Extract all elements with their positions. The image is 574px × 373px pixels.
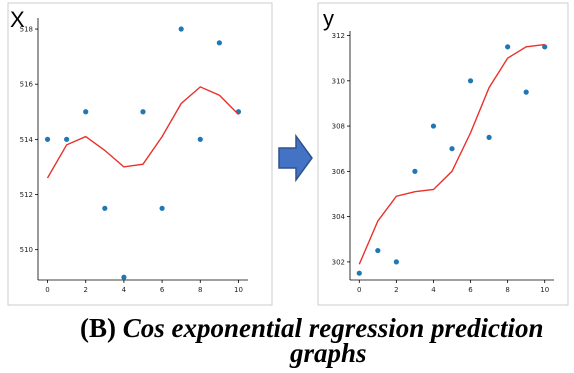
left-data-point: [197, 136, 203, 142]
right-x-tick-label: 10: [540, 286, 549, 294]
right-data-point: [393, 259, 399, 265]
right-x-tick-label: 8: [505, 286, 509, 294]
caption-text-2: graphs: [290, 338, 367, 368]
right-data-point: [449, 146, 455, 152]
left-x-tick-label: 6: [160, 286, 165, 294]
left-x-tick-label: 8: [198, 286, 202, 294]
right-chart: y 302 304 306 308 310 312 0 2 4 6 8 10: [323, 6, 554, 294]
left-chart-title: X: [10, 7, 25, 32]
right-y-tick-label: 312: [332, 32, 345, 40]
right-data-point: [356, 270, 362, 276]
left-x-tick-label: 10: [234, 286, 243, 294]
right-regression-line: [358, 43, 545, 265]
right-x-tick-label: 4: [431, 286, 436, 294]
right-data-point: [430, 123, 437, 129]
left-data-point: [121, 274, 127, 280]
right-y-tick-label: 308: [332, 123, 345, 131]
left-data-point: [178, 26, 184, 32]
left-data-point: [102, 205, 108, 211]
right-data-point: [375, 247, 381, 254]
right-y-tick-label: 302: [332, 258, 345, 266]
right-data-point: [523, 89, 529, 95]
left-data-point: [140, 109, 146, 115]
left-data-point: [44, 136, 51, 142]
left-y-tick-label: 518: [20, 26, 33, 34]
right-y-tick-label: 310: [332, 77, 345, 85]
left-panel-frame: [7, 2, 273, 306]
right-y-tick-label: 306: [332, 168, 346, 176]
right-arrow-icon: [278, 133, 313, 183]
right-x-tick-label: 2: [394, 286, 398, 294]
left-x-tick-label: 0: [45, 286, 49, 294]
left-y-tick-label: 514: [20, 136, 34, 144]
right-data-point: [467, 78, 474, 84]
caption-line-1: (B) Cos exponential regression predictio…: [80, 315, 544, 342]
left-y-tick-label: 512: [20, 191, 33, 199]
left-x-tick-label: 2: [83, 286, 87, 294]
caption-text-1: Cos exponential regression prediction: [122, 313, 544, 343]
right-data-point: [486, 134, 492, 140]
caption-line-2: graphs: [290, 340, 367, 367]
left-x-tick-label: 4: [122, 286, 127, 294]
right-chart-title: y: [323, 6, 334, 31]
right-data-point: [412, 168, 418, 174]
left-data-point: [83, 109, 89, 115]
right-data-point: [505, 44, 511, 50]
caption-label: (B): [80, 313, 116, 343]
left-data-point: [216, 40, 222, 46]
right-panel-frame: [317, 2, 569, 306]
left-chart: X 510 512 514 516 518 0 2 4 6 8 10: [10, 7, 248, 294]
right-x-tick-label: 6: [468, 286, 473, 294]
left-y-tick-label: 516: [20, 81, 34, 89]
left-data-point: [64, 136, 70, 142]
right-data-point: [542, 44, 548, 50]
left-data-point: [159, 205, 165, 211]
left-y-tick-label: 510: [20, 246, 33, 254]
right-y-tick-label: 304: [332, 213, 346, 221]
left-regression-line: [46, 86, 239, 179]
right-x-tick-label: 0: [357, 286, 361, 294]
